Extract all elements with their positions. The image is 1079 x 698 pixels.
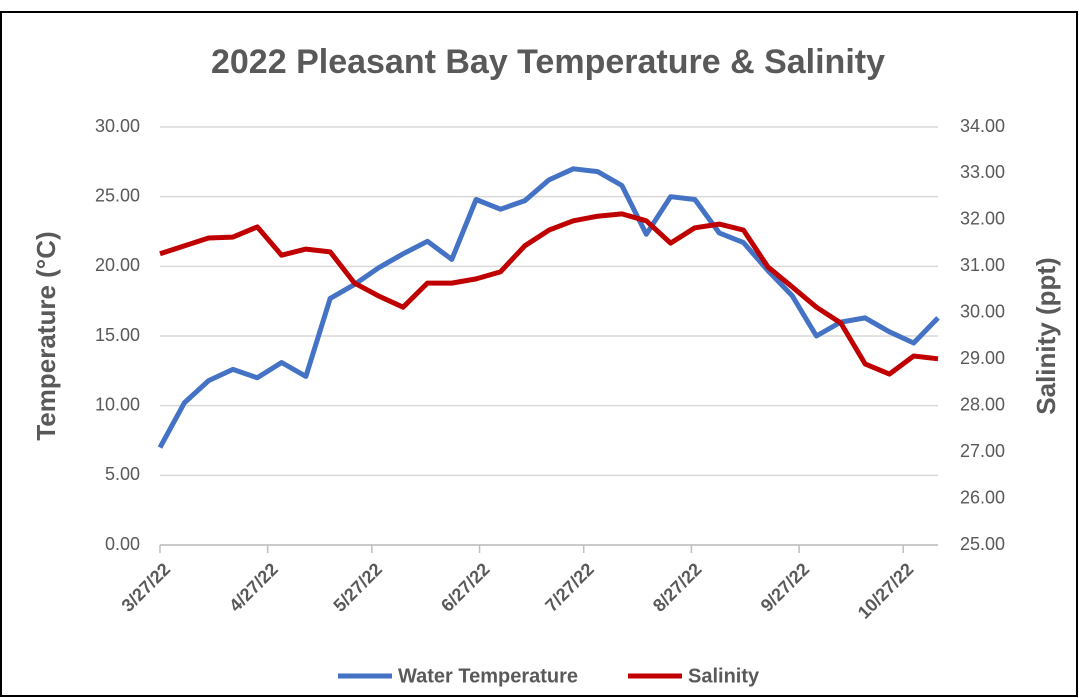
y-tick-label: 10.00 (95, 394, 140, 414)
chart-title: 2022 Pleasant Bay Temperature & Salinity (211, 43, 885, 81)
y2-tick-label: 30.00 (960, 302, 1005, 322)
legend-label: Salinity (688, 665, 760, 687)
y2-tick-label: 31.00 (960, 255, 1005, 275)
y2-tick-label: 26.00 (960, 487, 1005, 507)
chart-frame (0, 11, 1078, 697)
y2-axis-label: Salinity (ppt) (1031, 257, 1061, 414)
y-tick-label: 5.00 (105, 464, 140, 484)
series-line (157, 166, 940, 449)
y-axis-label: Temperature (°C) (31, 231, 61, 440)
y2-tick-label: 29.00 (960, 348, 1005, 368)
y-tick-label: 20.00 (95, 255, 140, 275)
y2-tick-label: 25.00 (960, 534, 1005, 554)
legend-label: Water Temperature (398, 665, 578, 687)
y-tick-label: 30.00 (95, 116, 140, 136)
y2-tick-label: 32.00 (960, 209, 1005, 229)
y2-tick-label: 33.00 (960, 162, 1005, 182)
y2-tick-label: 34.00 (960, 116, 1005, 136)
y-tick-label: 0.00 (105, 534, 140, 554)
y-tick-label: 25.00 (95, 185, 140, 205)
y-tick-label: 15.00 (95, 325, 140, 345)
y2-tick-label: 27.00 (960, 441, 1005, 461)
y2-tick-label: 28.00 (960, 394, 1005, 414)
series-line (159, 211, 939, 377)
